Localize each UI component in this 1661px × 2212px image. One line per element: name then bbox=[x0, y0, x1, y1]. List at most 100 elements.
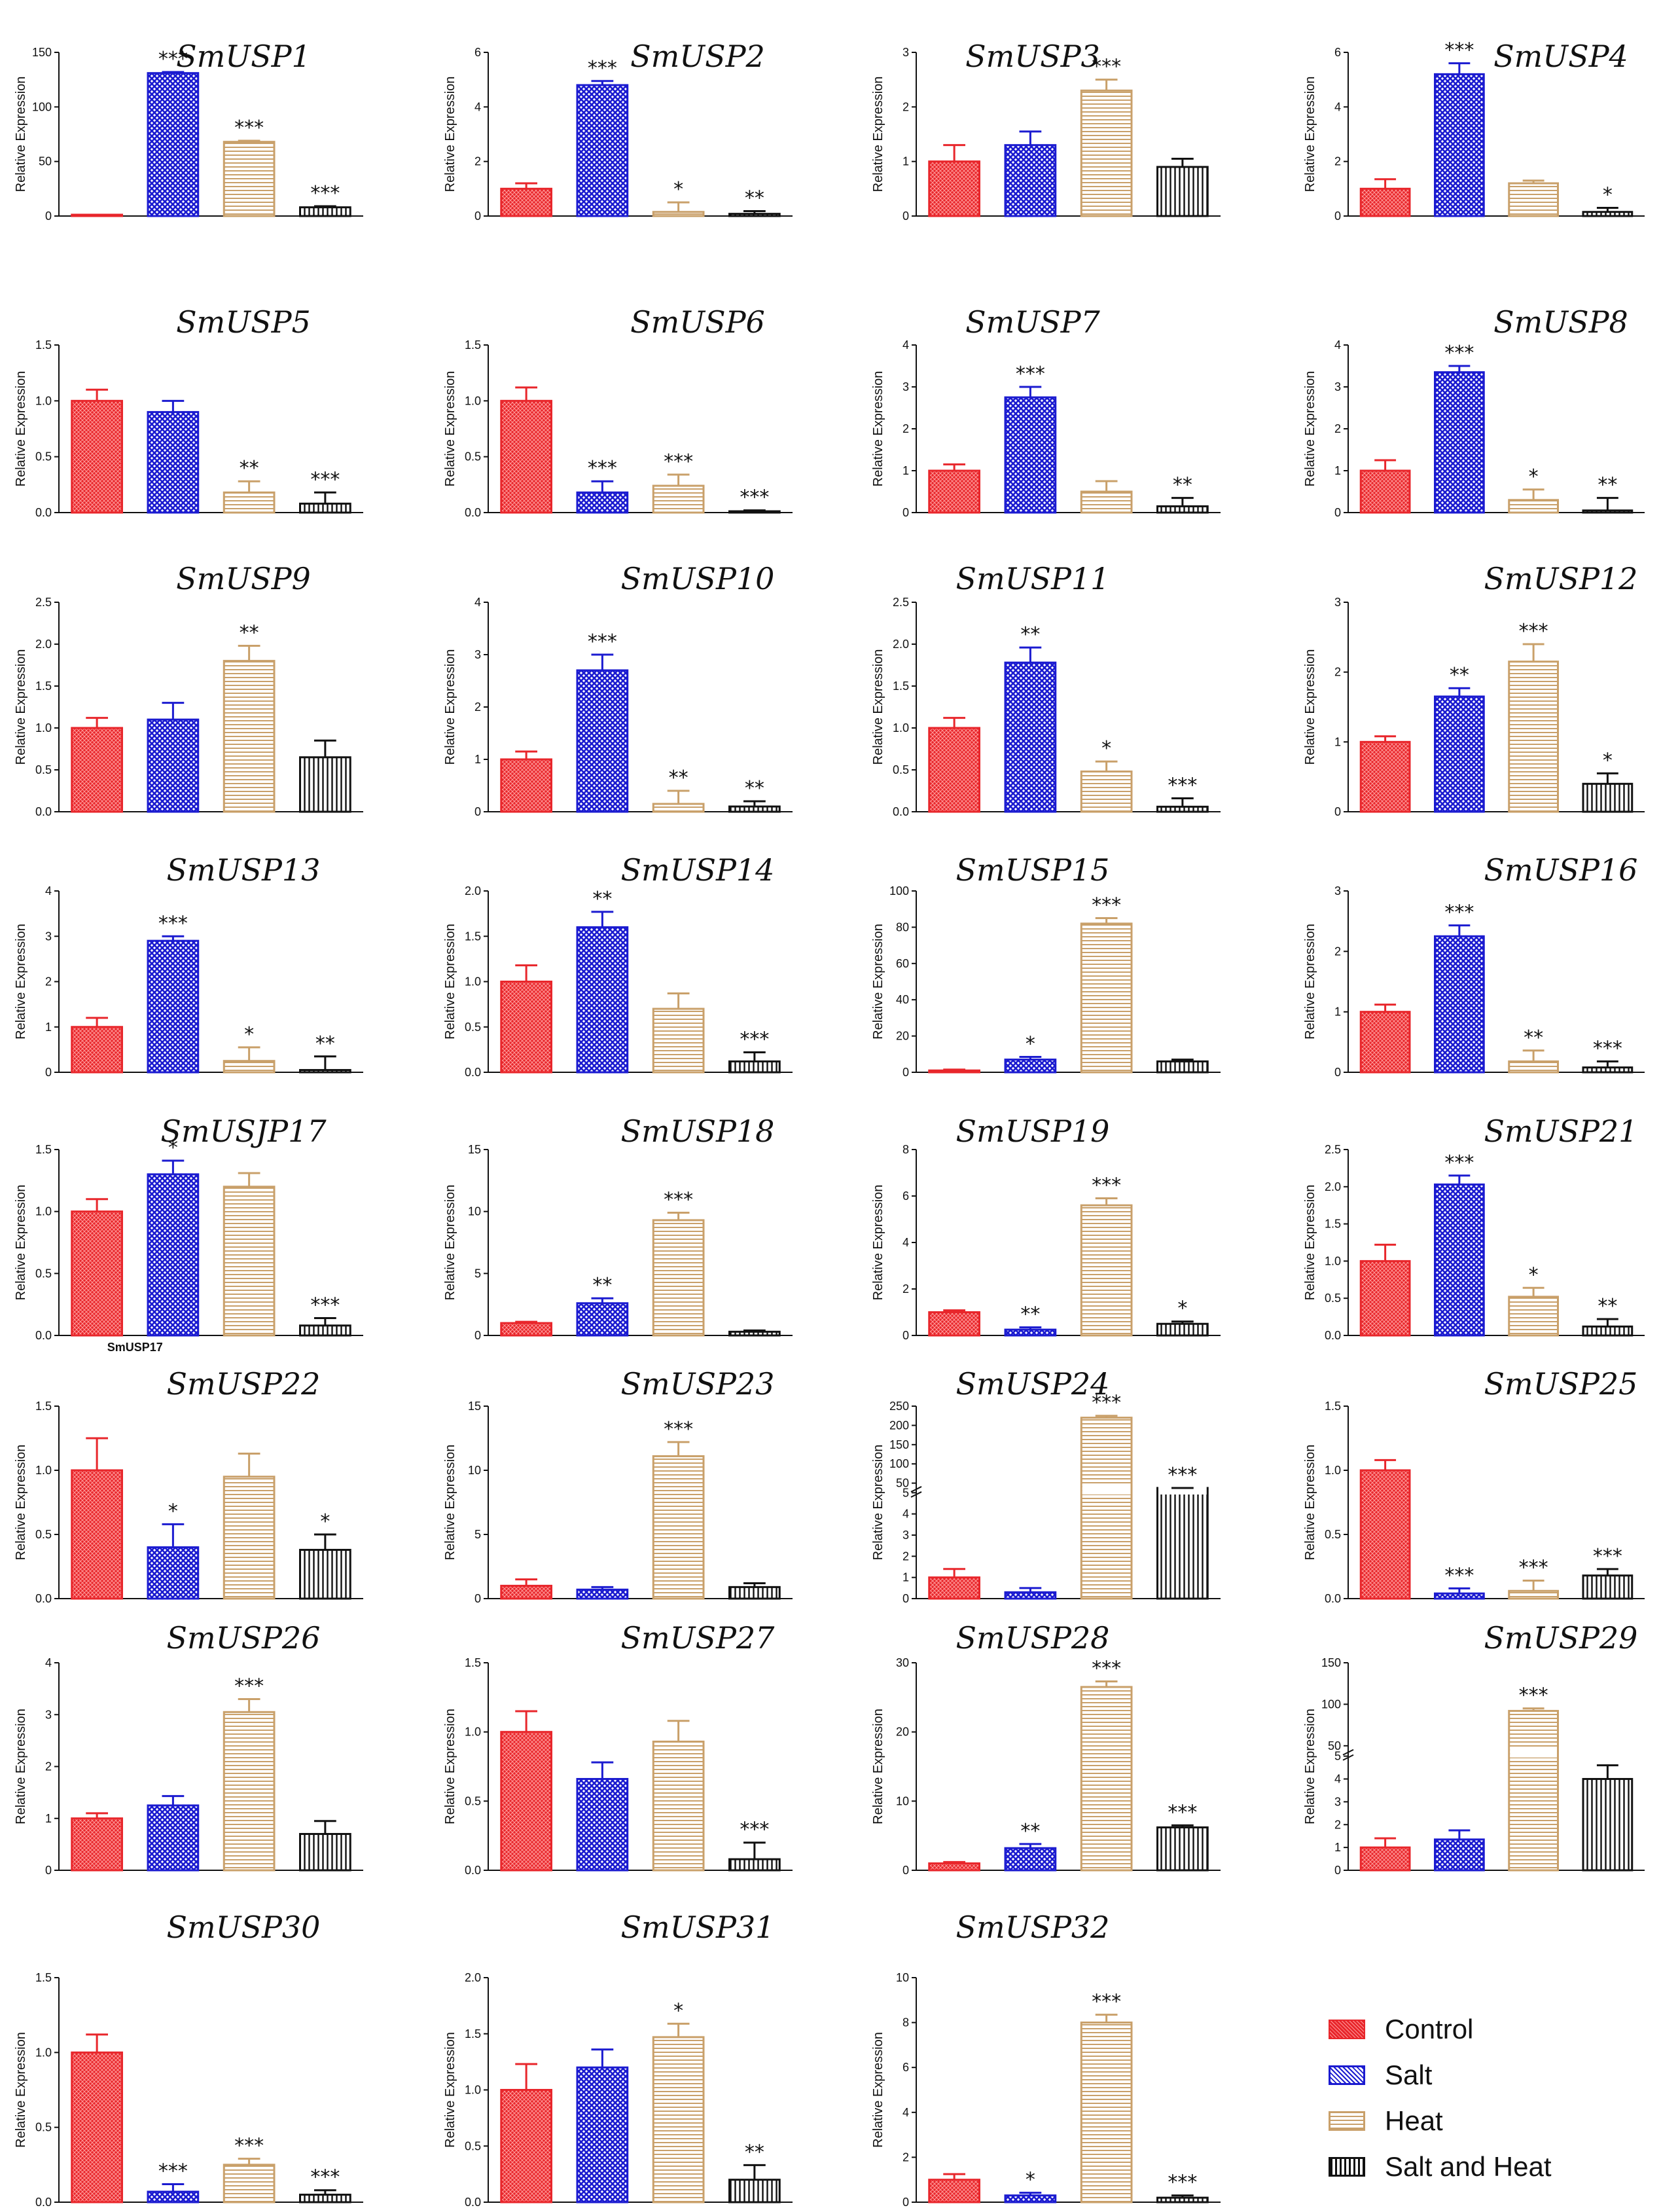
significance-heat: * bbox=[1101, 737, 1111, 760]
y-axis-label: Relative Expression bbox=[1303, 371, 1317, 487]
chart-panel-smusp24: SmUSP24 Relative Expression 0 1 2 3 4 550 100 150… bbox=[871, 1366, 1221, 1605]
y-tick-label: 4 bbox=[1334, 338, 1341, 352]
y-tick-label: 2.5 bbox=[1325, 1143, 1341, 1156]
legend-label-heat: Heat bbox=[1385, 2105, 1443, 2136]
bar-salt-and-heat bbox=[1582, 211, 1634, 217]
y-tick-label: 0.0 bbox=[1325, 1592, 1341, 1605]
chart-title: SmUSP26 bbox=[167, 1620, 321, 1656]
significance-heat: *** bbox=[1092, 894, 1121, 917]
significance-salt-and-heat: ** bbox=[315, 1032, 335, 1055]
bar-heat bbox=[1508, 1296, 1559, 1337]
significance-salt-and-heat: * bbox=[1177, 1297, 1187, 1320]
y-tick-label: 100 bbox=[889, 1457, 909, 1470]
y-axis-label: Relative Expression bbox=[14, 1445, 28, 1561]
y-tick-label: 0.0 bbox=[35, 1329, 52, 1342]
legend-item-control: Control bbox=[1329, 2010, 1473, 2049]
bar-heat bbox=[652, 211, 705, 217]
y-tick-label: 1.5 bbox=[35, 1971, 52, 1984]
y-tick-label: 0 bbox=[474, 805, 481, 818]
bar-salt bbox=[576, 2066, 629, 2203]
y-tick-label: 1 bbox=[45, 1812, 52, 1825]
significance-salt: ** bbox=[1020, 1303, 1040, 1326]
y-tick-label: 0 bbox=[902, 209, 909, 223]
bar-salt-and-heat bbox=[1582, 1066, 1634, 1074]
significance-salt: *** bbox=[1016, 363, 1045, 386]
y-tick-label: 0.0 bbox=[35, 805, 52, 818]
y-tick-label: 250 bbox=[889, 1400, 909, 1413]
legend-label-salt-and-heat: Salt and Heat bbox=[1385, 2151, 1552, 2182]
bar-control bbox=[500, 399, 552, 514]
y-axis-label: Relative Expression bbox=[14, 371, 28, 487]
x-axis-label: SmUSP17 bbox=[107, 1341, 163, 1354]
axis-break-mark bbox=[910, 1486, 922, 1493]
y-tick-label: 2 bbox=[1334, 1818, 1341, 1831]
y-tick-label: 4 bbox=[902, 338, 909, 352]
y-tick-label: 0.5 bbox=[1325, 1528, 1341, 1541]
chart-title: SmUSP12 bbox=[1484, 561, 1638, 596]
bar-heat bbox=[223, 1060, 276, 1074]
bar-salt-and-heat bbox=[1156, 505, 1209, 514]
y-axis-label: Relative Expression bbox=[871, 1445, 885, 1561]
bar-salt bbox=[147, 1546, 200, 1600]
y-tick-label: 1 bbox=[902, 155, 909, 168]
y-tick-label: 0 bbox=[902, 506, 909, 519]
bar-salt bbox=[576, 491, 629, 514]
y-tick-label: 0 bbox=[45, 209, 52, 223]
bar-salt bbox=[1004, 2194, 1057, 2203]
y-tick-label: 60 bbox=[896, 957, 909, 970]
y-tick-label: 1.0 bbox=[893, 721, 909, 734]
y-axis-label: Relative Expression bbox=[14, 1185, 28, 1301]
chart-title: SmUSP9 bbox=[176, 561, 311, 596]
significance-salt: * bbox=[168, 1136, 178, 1159]
significance-salt: *** bbox=[1444, 342, 1474, 365]
chart-panel-smusp27: SmUSP27 Relative Expression 0.0 0.5 1.0 1.5 **… bbox=[443, 1620, 793, 1877]
chart-panel-smusp26: SmUSP26 Relative Expression 0 1 2 3 4 *** bbox=[14, 1620, 363, 1877]
y-tick-label: 4 bbox=[902, 1236, 909, 1249]
y-tick-label: 0.5 bbox=[465, 1021, 481, 1034]
bar-salt-and-heat bbox=[728, 1858, 781, 1872]
bar-salt bbox=[147, 410, 200, 514]
bar-heat bbox=[223, 660, 276, 813]
y-tick-label: 1.5 bbox=[465, 930, 481, 943]
y-axis-label: Relative Expression bbox=[871, 2032, 885, 2148]
y-tick-label: 100 bbox=[889, 884, 909, 897]
chart-panel-smusp14: SmUSP14 Relative Expression 0.0 0.5 1.0 1.5 2.… bbox=[443, 852, 793, 1079]
y-tick-label: 5 bbox=[902, 1486, 909, 1499]
significance-heat: * bbox=[1529, 465, 1539, 488]
legend-item-salt: Salt bbox=[1329, 2056, 1432, 2095]
y-tick-label: 4 bbox=[474, 596, 481, 609]
significance-heat: * bbox=[673, 178, 683, 201]
bar-control bbox=[928, 160, 980, 217]
y-axis-label: Relative Expression bbox=[1303, 924, 1317, 1040]
y-tick-label: 10 bbox=[896, 1794, 909, 1807]
significance-heat: *** bbox=[234, 2135, 264, 2158]
legend-swatch-heat bbox=[1329, 2111, 1365, 2131]
y-axis-label: Relative Expression bbox=[1303, 1709, 1317, 1824]
significance-salt-and-heat: *** bbox=[310, 2166, 340, 2189]
legend-item-heat: Heat bbox=[1329, 2101, 1443, 2141]
significance-salt-and-heat: * bbox=[320, 1510, 330, 1533]
y-tick-label: 6 bbox=[474, 46, 481, 59]
y-axis-label: Relative Expression bbox=[871, 371, 885, 487]
y-axis-label: Relative Expression bbox=[1303, 1445, 1317, 1561]
bar-salt bbox=[1004, 144, 1057, 217]
axis-break-mark bbox=[910, 1491, 922, 1498]
significance-heat: *** bbox=[1092, 1991, 1121, 2014]
significance-salt: ** bbox=[1020, 1820, 1040, 1843]
bar-salt bbox=[576, 669, 629, 813]
bar-control bbox=[1359, 469, 1411, 514]
bar-heat bbox=[652, 484, 705, 514]
legend-swatch-control bbox=[1329, 2020, 1365, 2039]
bar-heat bbox=[652, 803, 705, 813]
y-tick-label: 50 bbox=[896, 1477, 909, 1490]
y-tick-label: 3 bbox=[1334, 380, 1341, 393]
axis-break-mark bbox=[1342, 1754, 1354, 1761]
significance-salt-and-heat: *** bbox=[1168, 774, 1197, 797]
y-tick-label: 0.5 bbox=[35, 2121, 52, 2134]
bar-salt bbox=[147, 1173, 200, 1337]
y-tick-label: 1.0 bbox=[465, 1726, 481, 1739]
y-axis-label: Relative Expression bbox=[1303, 1185, 1317, 1301]
bar-heat bbox=[223, 1476, 276, 1600]
y-tick-label: 3 bbox=[1334, 884, 1341, 897]
